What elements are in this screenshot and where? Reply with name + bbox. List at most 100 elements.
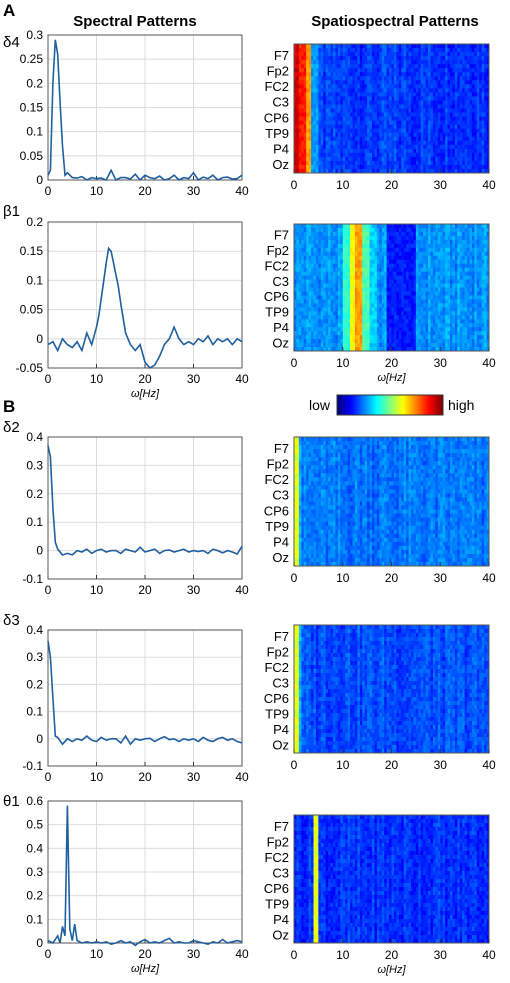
heatmap-cell: [425, 124, 429, 130]
heatmap-cell: [447, 319, 451, 324]
heatmap-cell: [391, 104, 395, 109]
heatmap-cell: [372, 303, 375, 308]
heatmap-cell: [474, 108, 478, 113]
heatmap-cell: [418, 255, 422, 261]
heatmap-cell: [396, 279, 400, 284]
heatmap-cell: [450, 287, 453, 292]
heatmap-cell: [345, 247, 349, 253]
heatmap-cell: [437, 64, 441, 69]
heatmap-cell: [350, 275, 353, 280]
heatmap-cell: [411, 116, 414, 121]
heatmap-cell: [311, 168, 314, 174]
heatmap-cell: [474, 116, 478, 121]
heatmap-cell: [401, 295, 405, 300]
heatmap-cell: [425, 80, 429, 85]
heatmap-cell: [323, 319, 327, 324]
heatmap-cell: [411, 96, 414, 101]
heatmap-cell: [381, 60, 385, 65]
heatmap-cell: [303, 156, 307, 162]
heatmap-cell: [384, 347, 388, 352]
heatmap-cell: [398, 60, 402, 65]
heatmap-cell: [401, 311, 405, 316]
heatmap-cell: [454, 335, 458, 340]
heatmap-cell: [401, 96, 405, 101]
heatmap-cell: [406, 331, 409, 336]
heatmap-cell: [374, 92, 378, 97]
heatmap-cell: [335, 116, 339, 121]
heatmap-cell: [459, 243, 463, 249]
heatmap-cell: [413, 259, 417, 265]
heatmap-cell: [452, 60, 456, 65]
heatmap-cell: [467, 44, 470, 49]
heatmap-cell: [367, 92, 370, 97]
heatmap-cell: [298, 263, 302, 269]
heatmap-cell: [386, 76, 390, 81]
heatmap-cell: [418, 148, 422, 154]
heatmap-cell: [437, 48, 441, 53]
heatmap-cell: [345, 347, 349, 352]
heatmap-cell: [325, 267, 329, 273]
heatmap-cell: [303, 287, 307, 292]
spectral-line: [47, 640, 243, 746]
heatmap-cell: [357, 44, 361, 49]
heatmap-cell: [330, 112, 334, 117]
heatmap-cell: [367, 311, 370, 316]
heatmap-cell: [374, 291, 378, 296]
heatmap-cell: [384, 156, 388, 162]
heatmap-cell: [374, 100, 378, 105]
heatmap-cell: [430, 267, 434, 273]
heatmap-cell: [445, 255, 448, 261]
heatmap-cell: [350, 88, 353, 93]
heatmap-cell: [476, 60, 480, 65]
heatmap-cell: [403, 279, 407, 284]
heatmap-cell: [484, 76, 487, 81]
heatmap-cell: [396, 235, 400, 241]
heatmap-cell: [420, 52, 424, 57]
heatmap-cell: [440, 343, 444, 348]
heatmap-cell: [335, 311, 339, 316]
heatmap-cell: [323, 100, 327, 105]
heatmap-cell: [408, 64, 412, 69]
heatmap-cell: [462, 307, 466, 312]
heatmap-cell: [367, 319, 370, 324]
heatmap-cell: [396, 251, 400, 257]
heatmap-cell: [350, 84, 353, 89]
heatmap-cell: [479, 64, 483, 69]
heatmap-cell: [357, 335, 361, 340]
heatmap-cell: [359, 267, 363, 273]
heatmap-cell: [325, 271, 329, 276]
heatmap-cell: [389, 251, 392, 257]
heatmap-cell: [408, 84, 412, 89]
heatmap-cell: [298, 112, 302, 117]
heatmap-cell: [430, 339, 434, 344]
heatmap-cell: [476, 84, 480, 89]
heatmap-cell: [440, 224, 444, 229]
heatmap-cell: [369, 152, 373, 158]
heatmap-cell: [359, 96, 363, 101]
heatmap-cell: [420, 56, 424, 61]
heatmap-cell: [428, 72, 431, 77]
heatmap-cell: [364, 80, 368, 85]
heatmap-cell: [325, 104, 329, 109]
heatmap-cell: [359, 100, 363, 105]
heatmap-cell: [311, 311, 314, 316]
heatmap-cell: [301, 156, 305, 162]
heatmap-cell: [411, 315, 414, 320]
heatmap-cell: [340, 72, 344, 77]
heatmap-cell: [425, 255, 429, 261]
heatmap-cell: [303, 247, 307, 253]
heatmap-cell: [381, 327, 385, 332]
heatmap-cell: [425, 116, 429, 121]
heatmap-cell: [415, 243, 419, 249]
heatmap-cell: [357, 120, 361, 126]
heatmap-cell: [418, 275, 422, 280]
heatmap-cell: [376, 263, 380, 269]
heatmap-cell: [454, 160, 458, 166]
heatmap-cell: [440, 84, 444, 89]
heatmap-cell: [481, 96, 485, 101]
heatmap-cell: [386, 64, 390, 69]
heatmap-cell: [367, 343, 370, 348]
heatmap-cell: [296, 347, 300, 352]
heatmap-cell: [432, 108, 436, 113]
heatmap-cell: [347, 148, 351, 154]
